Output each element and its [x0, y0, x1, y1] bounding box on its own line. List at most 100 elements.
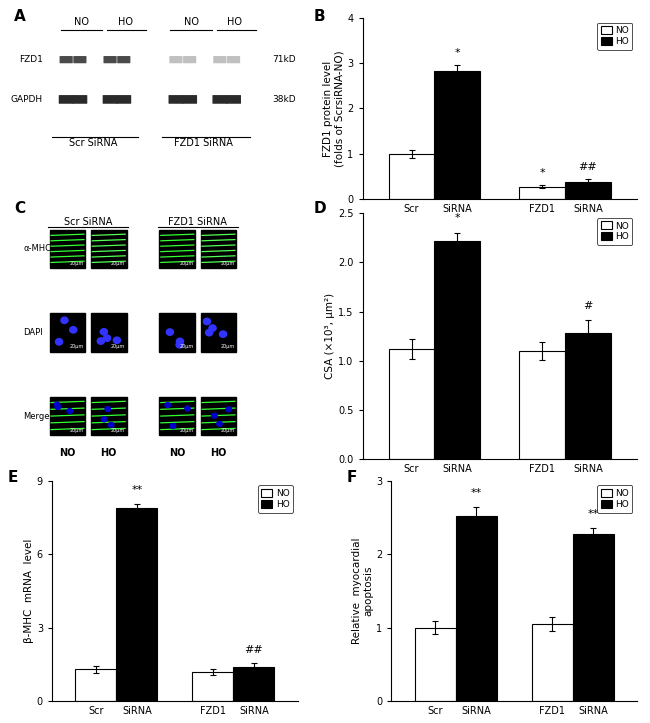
Circle shape: [54, 402, 60, 407]
Bar: [532, 624, 573, 701]
Text: Scr SiRNA: Scr SiRNA: [64, 217, 112, 227]
Circle shape: [103, 335, 111, 341]
Text: *: *: [454, 48, 460, 58]
Circle shape: [203, 318, 211, 325]
Bar: [201, 230, 237, 268]
Bar: [233, 667, 274, 701]
Text: NO: NO: [73, 17, 89, 27]
Bar: [49, 397, 85, 435]
Circle shape: [67, 408, 73, 414]
Text: 20μm: 20μm: [70, 344, 84, 349]
Text: 20μm: 20μm: [221, 344, 235, 349]
Circle shape: [220, 331, 227, 338]
FancyBboxPatch shape: [170, 56, 183, 64]
Bar: [159, 230, 195, 268]
Bar: [519, 187, 565, 199]
Bar: [415, 628, 456, 701]
Circle shape: [226, 407, 231, 412]
Text: FZD1 SiRNA: FZD1 SiRNA: [168, 217, 227, 227]
Circle shape: [70, 327, 77, 333]
Y-axis label: β-MHC  mRNA  level: β-MHC mRNA level: [24, 539, 34, 643]
FancyBboxPatch shape: [60, 56, 73, 64]
Text: Merge: Merge: [23, 411, 50, 421]
Bar: [201, 397, 237, 435]
Text: 20μm: 20μm: [179, 428, 194, 432]
Text: **: **: [471, 489, 482, 498]
Legend: NO, HO: NO, HO: [258, 485, 293, 513]
Text: FZD1: FZD1: [19, 55, 43, 64]
Text: 20μm: 20μm: [179, 260, 194, 265]
Text: 20μm: 20μm: [70, 428, 84, 432]
Circle shape: [100, 329, 107, 335]
Circle shape: [176, 341, 183, 348]
Bar: [434, 71, 480, 199]
FancyBboxPatch shape: [227, 56, 240, 64]
Text: #: #: [583, 301, 593, 311]
Legend: NO, HO: NO, HO: [597, 22, 632, 50]
Text: HO: HO: [118, 17, 133, 27]
Text: GAPDH: GAPDH: [10, 95, 43, 104]
Text: *: *: [540, 168, 545, 178]
Text: 71kD: 71kD: [272, 55, 296, 64]
FancyBboxPatch shape: [58, 95, 73, 103]
Bar: [456, 516, 497, 701]
Bar: [75, 669, 116, 701]
Text: 20μm: 20μm: [111, 344, 125, 349]
Circle shape: [98, 338, 105, 344]
Text: 20μm: 20μm: [221, 260, 235, 265]
Text: 20μm: 20μm: [111, 260, 125, 265]
Circle shape: [113, 337, 120, 343]
Circle shape: [170, 424, 176, 429]
Text: Scr SiRNA: Scr SiRNA: [70, 138, 118, 147]
Text: 20μm: 20μm: [111, 428, 125, 432]
Circle shape: [109, 422, 114, 427]
Circle shape: [209, 325, 216, 331]
Circle shape: [216, 422, 222, 427]
Bar: [159, 397, 195, 435]
Text: E: E: [8, 470, 18, 484]
Text: B: B: [313, 9, 325, 24]
Text: HO: HO: [211, 448, 227, 458]
Text: D: D: [313, 201, 326, 216]
Circle shape: [101, 417, 107, 422]
FancyBboxPatch shape: [103, 95, 118, 103]
FancyBboxPatch shape: [117, 56, 131, 64]
Text: DAPI: DAPI: [23, 328, 44, 337]
FancyBboxPatch shape: [168, 95, 183, 103]
Circle shape: [176, 338, 183, 345]
Text: 38kD: 38kD: [272, 95, 296, 104]
Bar: [159, 314, 195, 351]
Circle shape: [165, 403, 170, 408]
Legend: NO, HO: NO, HO: [597, 218, 632, 245]
Circle shape: [61, 317, 68, 323]
FancyBboxPatch shape: [183, 56, 196, 64]
Bar: [49, 230, 85, 268]
FancyBboxPatch shape: [116, 95, 131, 103]
FancyBboxPatch shape: [226, 95, 241, 103]
FancyBboxPatch shape: [73, 56, 86, 64]
Circle shape: [55, 405, 60, 409]
Bar: [565, 333, 611, 459]
Bar: [389, 154, 434, 199]
Text: FZD1 SiRNA: FZD1 SiRNA: [174, 138, 233, 147]
Y-axis label: FZD1 protein level
(folds of ScrsiRNA-NO): FZD1 protein level (folds of ScrsiRNA-NO…: [323, 50, 345, 167]
FancyBboxPatch shape: [213, 56, 226, 64]
Text: NO: NO: [183, 17, 198, 27]
Bar: [565, 181, 611, 199]
Bar: [91, 397, 127, 435]
Bar: [573, 534, 614, 701]
Y-axis label: CSA (×10³, μm²): CSA (×10³, μm²): [325, 293, 335, 380]
Circle shape: [55, 338, 62, 345]
Bar: [91, 230, 127, 268]
Text: ##: ##: [578, 162, 597, 172]
Text: HO: HO: [101, 448, 117, 458]
Text: NO: NO: [59, 448, 75, 458]
Circle shape: [212, 413, 217, 418]
Text: **: **: [588, 509, 599, 519]
FancyBboxPatch shape: [103, 56, 116, 64]
Text: **: **: [131, 485, 142, 495]
Bar: [389, 349, 434, 459]
Text: α-MHC: α-MHC: [23, 244, 51, 254]
Circle shape: [166, 329, 174, 335]
FancyBboxPatch shape: [182, 95, 197, 103]
